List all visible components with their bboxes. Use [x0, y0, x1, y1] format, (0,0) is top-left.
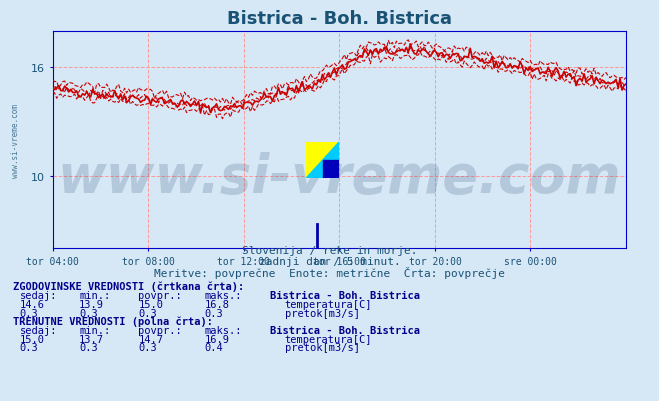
Title: Bistrica - Boh. Bistrica: Bistrica - Boh. Bistrica	[227, 10, 452, 28]
Text: 0.3: 0.3	[20, 342, 38, 352]
Text: 16.8: 16.8	[204, 300, 229, 310]
Text: 0.4: 0.4	[204, 342, 223, 352]
Text: sedaj:: sedaj:	[20, 291, 57, 301]
Text: www.si-vreme.com: www.si-vreme.com	[11, 103, 20, 177]
Text: temperatura[C]: temperatura[C]	[285, 300, 372, 310]
Text: 15.0: 15.0	[20, 334, 45, 344]
Text: 0.3: 0.3	[138, 342, 157, 352]
Text: 0.3: 0.3	[138, 308, 157, 318]
Text: maks.:: maks.:	[204, 291, 242, 301]
Text: povpr.:: povpr.:	[138, 291, 182, 301]
Text: Bistrica - Boh. Bistrica: Bistrica - Boh. Bistrica	[270, 325, 420, 335]
Text: Meritve: povprečne  Enote: metrične  Črta: povprečje: Meritve: povprečne Enote: metrične Črta:…	[154, 266, 505, 278]
Text: povpr.:: povpr.:	[138, 325, 182, 335]
Text: zadnji dan / 5 minut.: zadnji dan / 5 minut.	[258, 257, 401, 267]
Text: min.:: min.:	[79, 325, 110, 335]
Text: sedaj:: sedaj:	[20, 325, 57, 335]
Text: 0.3: 0.3	[204, 308, 223, 318]
Text: 16.9: 16.9	[204, 334, 229, 344]
Text: 14.7: 14.7	[138, 334, 163, 344]
Text: Slovenija / reke in morje.: Slovenija / reke in morje.	[242, 245, 417, 255]
Text: 0.3: 0.3	[20, 308, 38, 318]
Text: Bistrica - Boh. Bistrica: Bistrica - Boh. Bistrica	[270, 291, 420, 301]
Text: ZGODOVINSKE VREDNOSTI (črtkana črta):: ZGODOVINSKE VREDNOSTI (črtkana črta):	[13, 281, 244, 292]
Text: min.:: min.:	[79, 291, 110, 301]
Text: 13.9: 13.9	[79, 300, 104, 310]
Polygon shape	[323, 160, 339, 178]
Text: pretok[m3/s]: pretok[m3/s]	[285, 342, 360, 352]
Text: www.si-vreme.com: www.si-vreme.com	[57, 151, 621, 203]
Text: 0.3: 0.3	[79, 342, 98, 352]
Text: temperatura[C]: temperatura[C]	[285, 334, 372, 344]
Polygon shape	[306, 142, 339, 178]
Text: 15.0: 15.0	[138, 300, 163, 310]
Text: 14.6: 14.6	[20, 300, 45, 310]
Text: maks.:: maks.:	[204, 325, 242, 335]
Text: 13.7: 13.7	[79, 334, 104, 344]
Polygon shape	[306, 142, 339, 178]
Text: 0.3: 0.3	[79, 308, 98, 318]
Text: TRENUTNE VREDNOSTI (polna črta):: TRENUTNE VREDNOSTI (polna črta):	[13, 316, 213, 326]
Text: pretok[m3/s]: pretok[m3/s]	[285, 308, 360, 318]
